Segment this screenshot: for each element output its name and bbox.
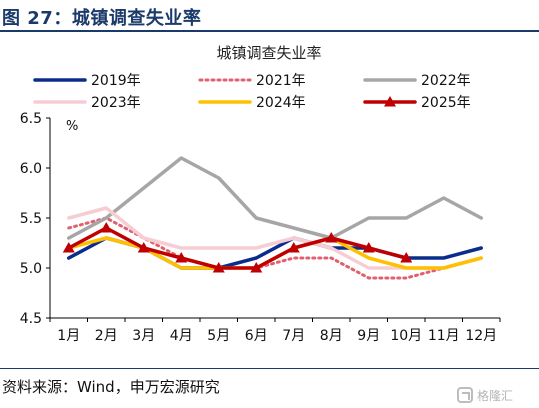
figure-header: 图 27：城镇调查失业率: [0, 0, 539, 34]
y-tick-label: 6.5: [20, 111, 42, 127]
data-point-marker: [212, 262, 225, 273]
x-tick-label: 1月: [57, 328, 80, 344]
series-line: [67, 226, 408, 270]
legend-label: 2021年: [256, 73, 306, 89]
x-tick-label: 4月: [170, 328, 193, 344]
data-point-marker: [250, 262, 263, 273]
watermark: 格隆汇: [457, 384, 535, 406]
legend-label: 2024年: [256, 95, 306, 111]
legend-item: 2024年: [198, 95, 306, 111]
data-point-marker: [62, 242, 75, 253]
legend-item: 2025年: [363, 95, 471, 111]
line-chart: 城镇调查失业率 2019年 2021年 2022年 2023年 2024年 2025年 4…: [20, 44, 501, 344]
legend-item: 2019年: [33, 73, 141, 89]
legend-item: 2023年: [33, 95, 141, 111]
x-tick-label: 2月: [95, 328, 118, 344]
x-tick-label: 3月: [132, 328, 155, 344]
x-tick-label: 9月: [357, 328, 380, 344]
x-tick-label: 7月: [282, 328, 305, 344]
x-tick-label: 10月: [390, 328, 422, 344]
series-2022: [67, 156, 483, 240]
x-tick-label: 5月: [207, 328, 230, 344]
x-tick-label: 11月: [428, 328, 460, 344]
y-tick-label: 4.5: [20, 311, 42, 327]
legend-label: 2022年: [421, 73, 471, 89]
watermark-logo-icon: [457, 387, 473, 403]
y-tick-label: 6.0: [20, 161, 42, 177]
x-tick-label: 8月: [320, 328, 343, 344]
data-point-marker: [137, 242, 150, 253]
data-point-marker: [325, 232, 338, 243]
x-tick-label: 12月: [465, 328, 497, 344]
legend-item: 2022年: [363, 73, 471, 89]
legend-label: 2023年: [91, 95, 141, 111]
legend-item: 2021年: [198, 73, 306, 89]
data-point-marker: [400, 252, 413, 263]
data-point-marker: [100, 222, 113, 233]
data-point-marker: [175, 252, 188, 263]
legend-label: 2025年: [421, 95, 471, 111]
header-rule: [0, 30, 539, 32]
watermark-text: 格隆汇: [477, 388, 514, 403]
legend-marker: [384, 96, 396, 107]
legend-label: 2019年: [91, 73, 141, 89]
series-line: [67, 156, 483, 240]
chart-legend: 2019年 2021年 2022年 2023年 2024年 2025年: [33, 73, 471, 111]
x-tick-label: 6月: [245, 328, 268, 344]
y-tick-label: 5.5: [20, 211, 42, 227]
data-point-marker: [287, 242, 300, 253]
chart-axes: 4.5 5.0 5.5 6.0 6.5 % 1月 2月 3月 4月 5月 6月 7月 8月 9月 10月 11月…: [20, 111, 501, 344]
source-note: 资料来源：Wind，申万宏源研究: [2, 378, 220, 396]
y-tick-label: 5.0: [20, 261, 42, 277]
figure-title: 图 27：城镇调查失业率: [2, 8, 202, 29]
chart-series-group: [62, 156, 483, 280]
footer-rule: [0, 368, 539, 369]
chart-title: 城镇调查失业率: [216, 44, 321, 62]
data-point-marker: [362, 242, 375, 253]
y-unit-label: %: [66, 119, 78, 134]
series-2025: [62, 222, 413, 273]
